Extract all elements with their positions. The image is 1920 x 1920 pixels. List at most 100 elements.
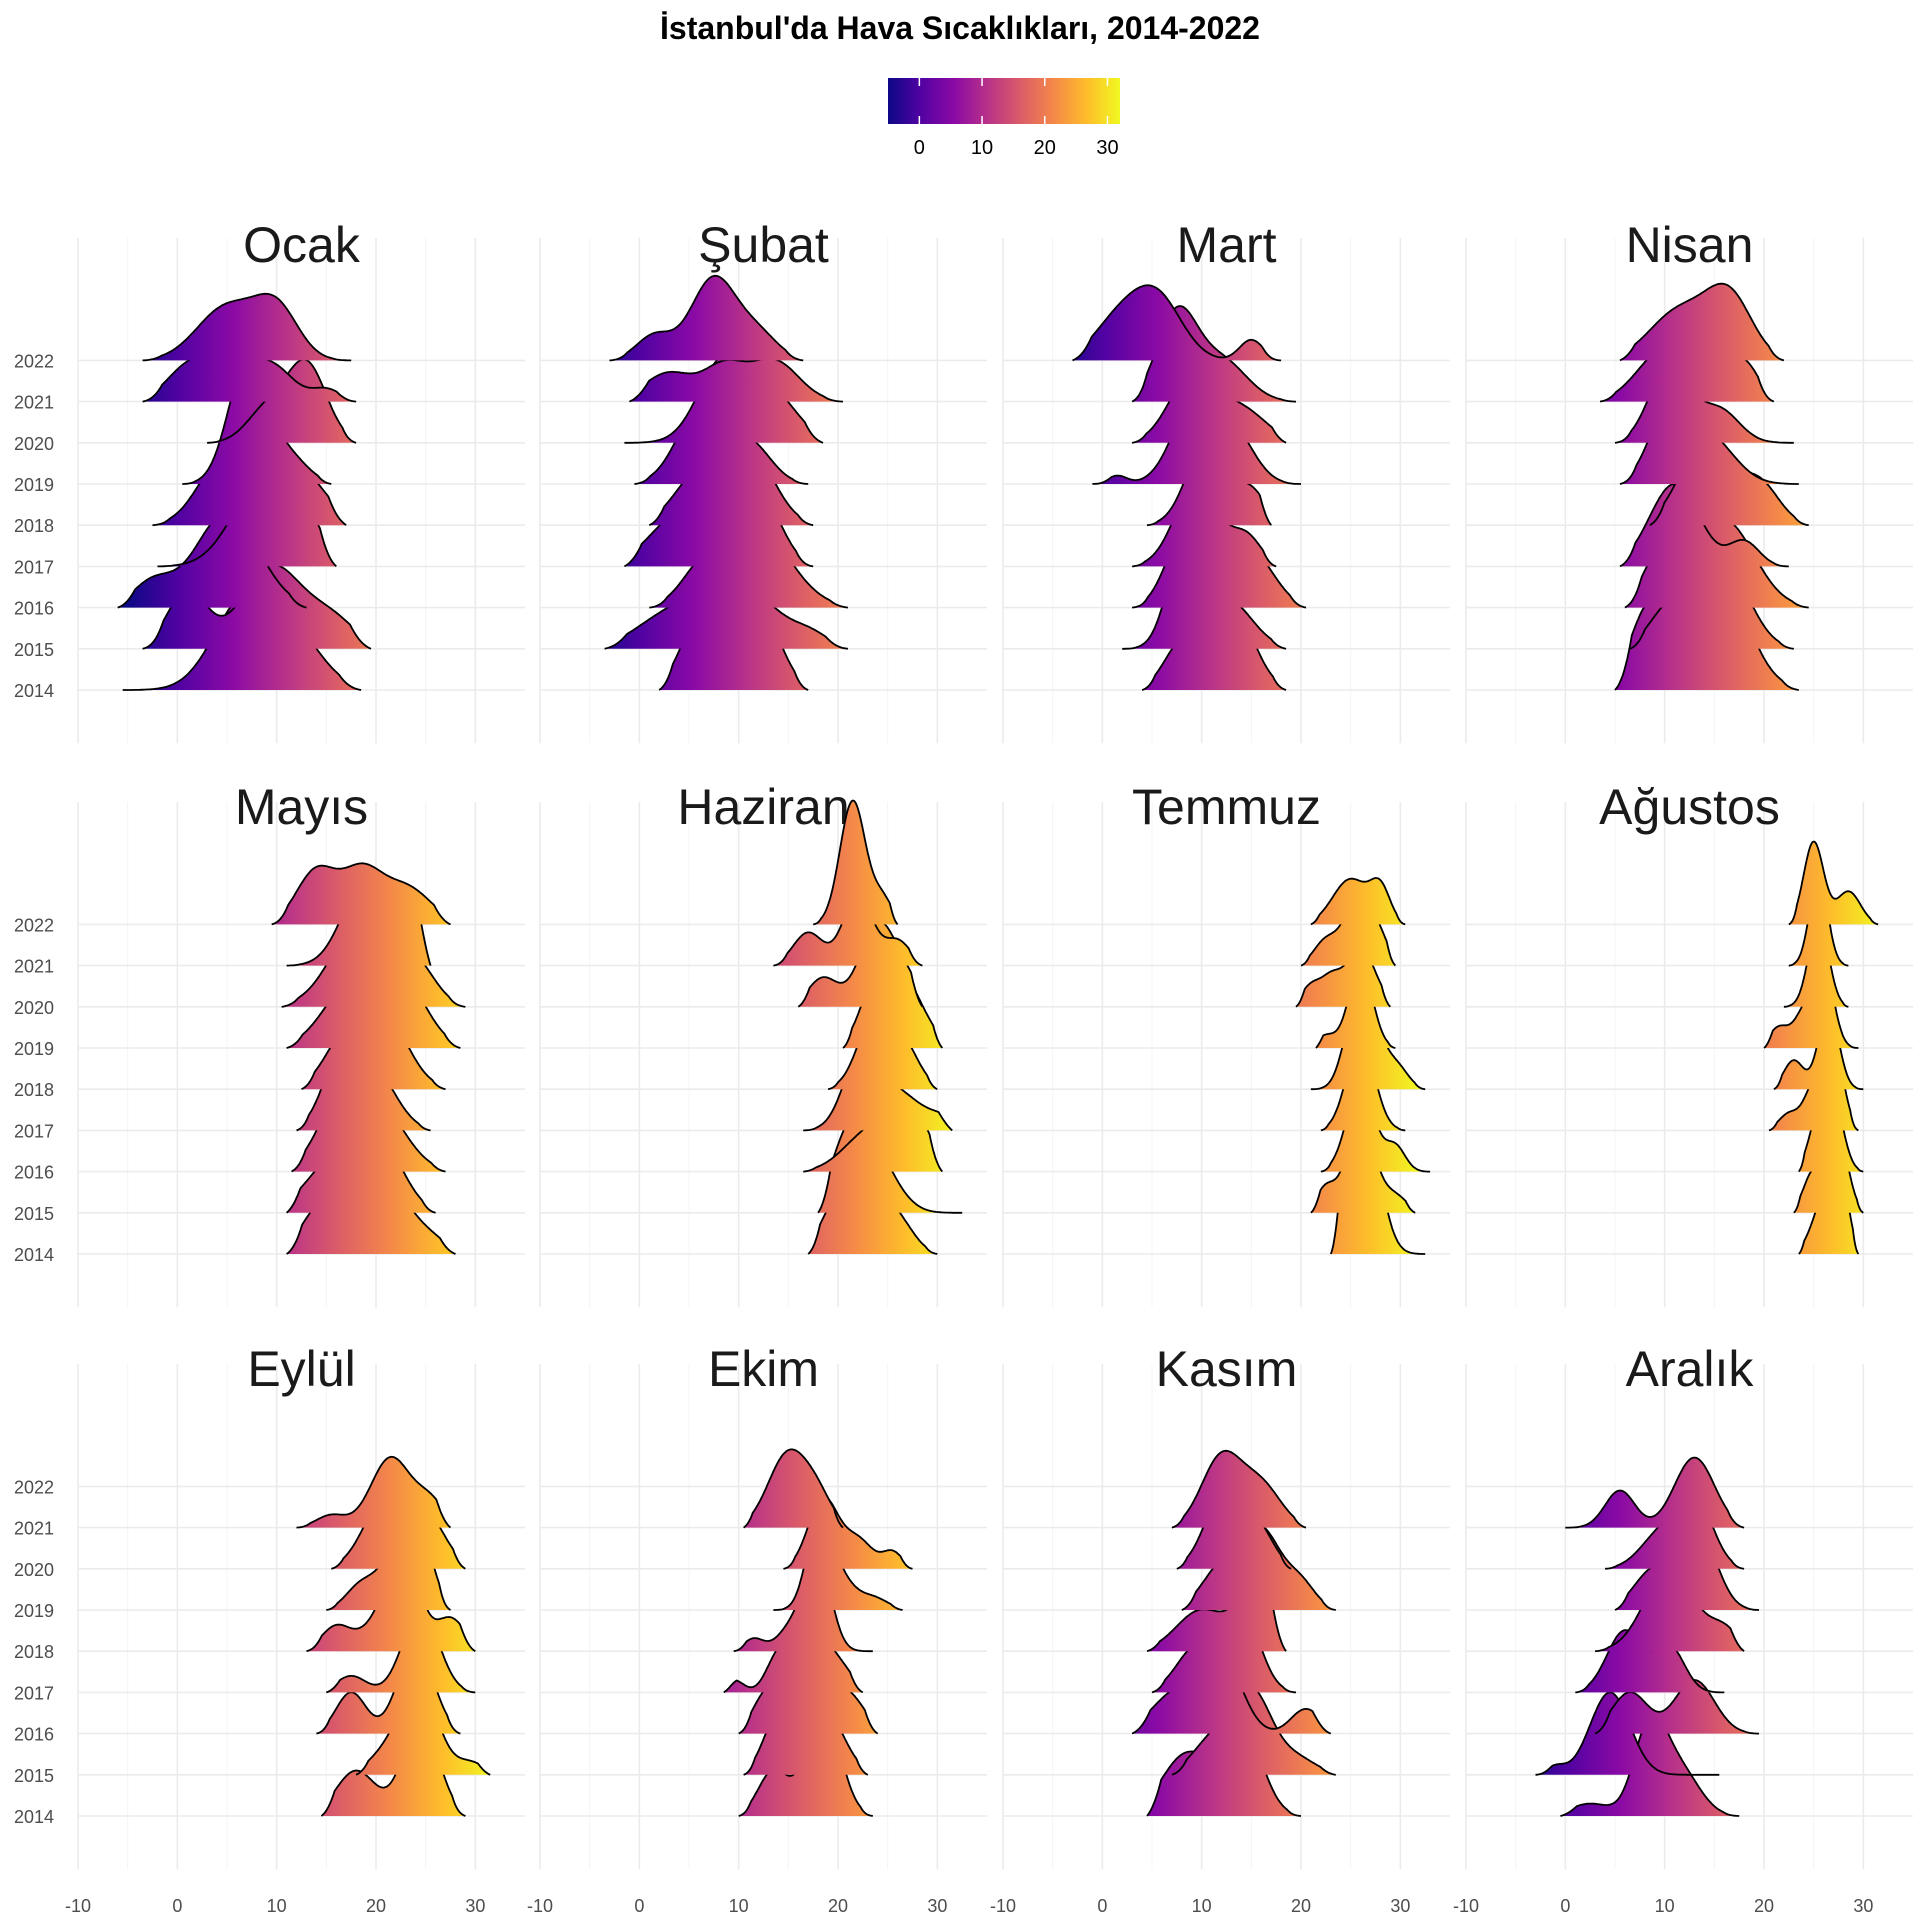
panel-temmuz: Temmuz [1002, 779, 1450, 1308]
legend-tick-label: 20 [1034, 137, 1056, 159]
y-axis-label: 2021 [14, 393, 54, 413]
ridge-line-temmuz-2020 [1295, 947, 1392, 1008]
legend-tick-label: 10 [971, 137, 993, 159]
panel-title: Mart [1177, 217, 1277, 273]
ridge-fill-aralık-2021 [1565, 1457, 1745, 1528]
x-axis-label: 0 [1560, 1896, 1570, 1916]
y-axis-label: 2022 [14, 915, 54, 935]
y-axis-label: 2018 [14, 1642, 54, 1662]
ridge-line-haziran-2022 [813, 799, 899, 926]
y-axis-label: 2019 [14, 475, 54, 495]
y-axis-label: 2018 [14, 516, 54, 536]
ridge-fill-ocak-2022 [142, 293, 352, 361]
y-axis-label: 2014 [14, 1245, 54, 1265]
y-axis-label: 2015 [14, 640, 54, 660]
y-axis-label: 2020 [14, 434, 54, 454]
ridge-fill-aralık-2019 [1615, 1532, 1759, 1610]
panel-kasım: Kasım -10 0 10 20 30 [990, 1341, 1450, 1916]
legend-tick-label: 30 [1096, 137, 1118, 159]
panel-title: Ekim [708, 1341, 819, 1397]
x-axis-label: 30 [1390, 1896, 1410, 1916]
ridge-fill-ekim-2016 [738, 1654, 878, 1734]
panel-ocak: Ocak 2014 2015 2016 2017 2018 2019 2020 2021 2022 [14, 217, 525, 744]
panel-title: Ağustos [1599, 779, 1780, 835]
panel-ekim: Ekim -10 0 10 20 30 [527, 1341, 987, 1916]
y-axis-label: 2022 [14, 351, 54, 371]
ridge-fill-eylül-2021 [296, 1456, 451, 1528]
x-axis-label: 10 [1192, 1896, 1212, 1916]
legend-tick-label: 0 [914, 137, 925, 159]
ridge-line-kasım-2021 [1171, 1449, 1307, 1529]
panel-title: Kasım [1156, 1341, 1298, 1397]
chart-title: İstanbul'da Hava Sıcaklıkları, 2014-2022 [660, 10, 1260, 46]
ridge-line-nisan-2017 [1619, 483, 1789, 568]
ridge-fill-şubat-2015 [604, 590, 848, 649]
panel-aralık: Aralık -10 0 10 20 30 [1453, 1341, 1913, 1916]
panel-title: Nisan [1626, 217, 1754, 273]
ridge-fill-eylül-2020 [331, 1489, 466, 1569]
y-axis-label: 2015 [14, 1766, 54, 1786]
y-axis-label: 2021 [14, 1519, 54, 1539]
panel-mart: Mart [1002, 217, 1450, 744]
ridge-line-nisan-2022 [1619, 282, 1785, 362]
panel-nisan: Nisan [1465, 217, 1913, 744]
ridge-line-ağustos-2022 [1788, 840, 1879, 926]
ridge-fill-mart-2022 [1072, 285, 1282, 361]
x-axis-label: 0 [172, 1896, 182, 1916]
x-axis-label: 30 [927, 1896, 947, 1916]
y-axis-label: 2020 [14, 998, 54, 1018]
y-axis-label: 2015 [14, 1204, 54, 1224]
ridge-fill-şubat-2022 [609, 275, 804, 361]
y-axis-label: 2017 [14, 557, 54, 577]
ridge-fill-temmuz-2022 [1310, 878, 1406, 925]
x-axis-label: 20 [1754, 1896, 1774, 1916]
y-axis-label: 2014 [14, 681, 54, 701]
x-axis-label: 20 [828, 1896, 848, 1916]
x-axis-label: -10 [65, 1896, 91, 1916]
x-axis-label: 30 [465, 1896, 485, 1916]
ridge-fill-kasım-2021 [1171, 1450, 1306, 1528]
ridge-fill-ağustos-2015 [1793, 1136, 1864, 1213]
ridge-fill-mart-2020 [1132, 371, 1287, 443]
y-axis-label: 2020 [14, 1560, 54, 1580]
ridge-fill-haziran-2021 [773, 895, 923, 966]
panel-mayıs: Mayıs 2014 2015 2016 2017 2018 2019 2020 2021 202… [14, 779, 525, 1308]
ridge-line-aralık-2016 [1594, 1679, 1759, 1735]
y-axis-label: 2018 [14, 1080, 54, 1100]
ridge-fill-şubat-2021 [629, 358, 843, 402]
y-axis-label: 2019 [14, 1039, 54, 1059]
ridge-fill-ocak-2021 [142, 349, 357, 402]
panel-title: Temmuz [1132, 779, 1321, 835]
ridge-fill-nisan-2022 [1620, 283, 1784, 361]
month-panels: Ocak201420152016201720182019202020212022… [14, 217, 1913, 1916]
legend-colorbar [888, 78, 1120, 124]
panel-eylül: Eylül20142015201620172018201920202021202… [14, 1341, 525, 1916]
y-axis-label: 2022 [14, 1477, 54, 1497]
panel-ağustos: Ağustos [1465, 779, 1913, 1308]
ridge-line-temmuz-2022 [1310, 877, 1406, 926]
x-axis-label: -10 [527, 1896, 553, 1916]
panel-şubat: Şubat [539, 217, 987, 744]
y-axis-label: 2016 [14, 1163, 54, 1183]
x-axis-label: 0 [634, 1896, 644, 1916]
y-axis-label: 2016 [14, 1725, 54, 1745]
y-axis-label: 2017 [14, 1121, 54, 1141]
y-axis-label: 2016 [14, 599, 54, 619]
x-axis-label: 10 [729, 1896, 749, 1916]
ridge-line-mart-2022 [1072, 284, 1282, 362]
color-legend: 0 10 20 30 [888, 78, 1120, 159]
ridge-fill-aralık-2016 [1595, 1680, 1759, 1734]
ridge-fill-aralık-2015 [1535, 1692, 1720, 1775]
ridge-fill-ekim-2021 [743, 1449, 843, 1528]
y-axis-label: 2017 [14, 1683, 54, 1703]
ridge-fill-mayıs-2022 [271, 863, 451, 925]
x-axis-label: 10 [1655, 1896, 1675, 1916]
x-axis-label: 30 [1853, 1896, 1873, 1916]
ridge-line-mayıs-2022 [271, 862, 451, 926]
panel-title: Haziran [677, 779, 849, 835]
ridge-fill-ağustos-2022 [1788, 841, 1879, 925]
x-axis-label: -10 [990, 1896, 1016, 1916]
y-axis-label: 2014 [14, 1807, 54, 1827]
